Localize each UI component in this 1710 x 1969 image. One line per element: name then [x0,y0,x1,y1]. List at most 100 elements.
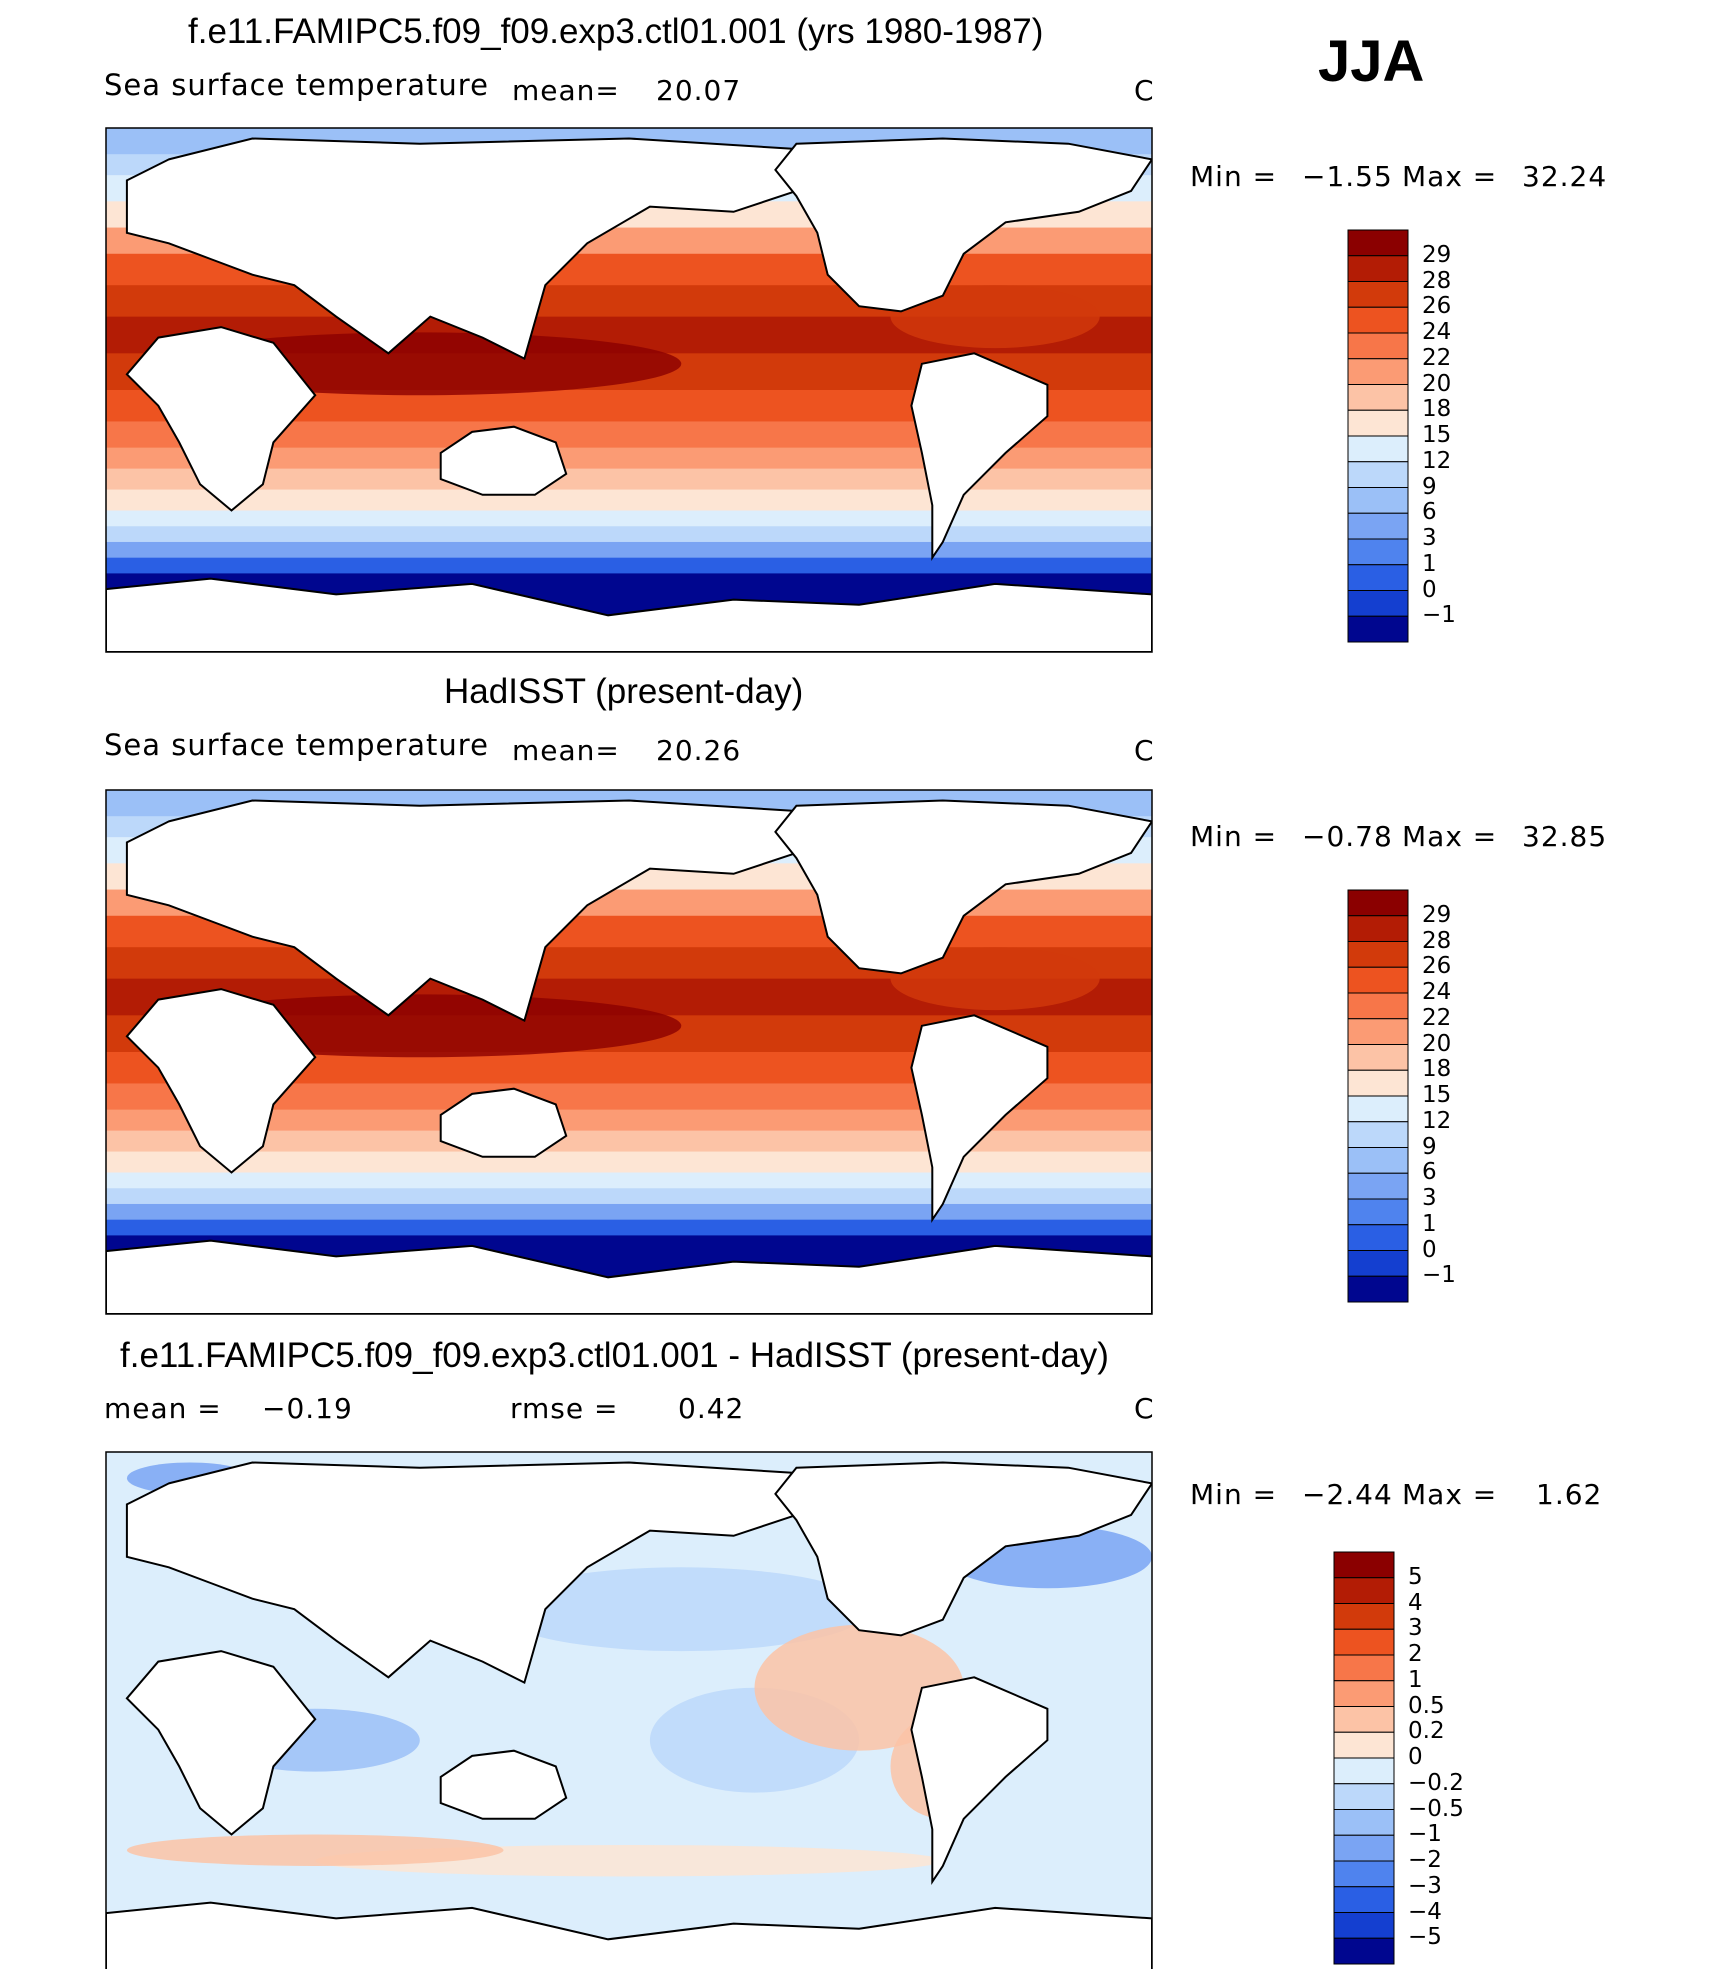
colorbar-tick-label: 3 [1422,1185,1437,1211]
land-africa [125,988,317,1174]
colorbar-swatch [1347,1018,1409,1045]
colorbar-tick-label: 5 [1408,1563,1423,1590]
panel2-max-label: Max = [1402,820,1498,853]
colorbar-swatch [1333,1809,1395,1836]
colorbar-tick-label: 1 [1408,1666,1423,1693]
panel2-mean-label: mean= [512,734,620,767]
colorbar-tick-label: 6 [1422,499,1437,526]
land-antarctica [106,1239,1152,1314]
colorbar-tick-label: 20 [1422,370,1452,397]
colorbar-swatch [1347,1095,1409,1123]
colorbar-swatch [1347,1069,1409,1097]
colorbar-tick-label: 24 [1422,319,1452,345]
colorbar-swatch [1347,1044,1409,1071]
land-australia [439,425,568,496]
colorbar-swatch [1347,409,1409,437]
land-s_america [910,1014,1049,1223]
season-label: JJA [1318,29,1425,94]
colorbar-tick-label: 9 [1422,1133,1437,1160]
colorbar-swatch [1347,590,1409,617]
panel1-mean-value: 20.07 [656,74,742,107]
land-n_america [774,1461,1152,1637]
colorbar-swatch [1347,1250,1409,1277]
map-frame-2 [105,789,1153,1315]
colorbar-swatch [1347,512,1409,540]
colorbar-swatch [1347,1121,1409,1148]
map-frame-3 [105,1451,1153,1969]
colorbar-tick-label: 24 [1422,979,1452,1005]
land-n_america [774,137,1152,313]
panel3-mean-value: −0.19 [262,1392,353,1425]
panel3-min-label: Min = [1190,1478,1278,1511]
land-s_america [910,352,1049,561]
colorbar-tick-label: 0 [1422,1236,1437,1263]
colorbar-swatch [1347,966,1409,994]
colorbar-swatch [1333,1783,1395,1810]
colorbar-swatch [1347,889,1409,917]
colorbar-tick-label: −2 [1408,1847,1442,1873]
panel2-min-label: Min = [1190,820,1278,853]
colorbar-2 [1347,889,1409,1303]
colorbar-swatch [1347,487,1409,514]
colorbar-swatch [1347,915,1409,942]
land-europe_asia [125,137,863,361]
colorbar-swatch [1347,384,1409,411]
panel1-max-value: 32.24 [1522,160,1608,193]
colorbar-tick-label: 1 [1422,1210,1437,1237]
land-australia [439,1749,568,1820]
colorbar-swatch [1347,255,1409,282]
colorbar-tick-label: 3 [1422,525,1437,551]
land-europe_asia [125,799,863,1023]
colorbar-swatch [1333,1654,1395,1682]
panel3-units: C [1134,1392,1155,1425]
colorbar-swatch [1347,358,1409,385]
colorbar-tick-label: 0 [1422,576,1437,603]
colorbar-tick-label: 26 [1422,293,1452,320]
colorbar-swatch [1347,1275,1409,1303]
colorbar-swatch [1347,461,1409,488]
colorbar-tick-label: 28 [1422,267,1452,294]
colorbar-tick-label: 12 [1422,1107,1452,1134]
panel3-rmse-label: rmse = [510,1392,619,1425]
colorbar-swatch [1347,281,1409,308]
colorbar-swatch [1333,1551,1395,1579]
colorbar-swatch [1347,538,1409,566]
panel3-max-label: Max = [1402,1478,1498,1511]
colorbar-swatch [1333,1860,1395,1888]
panel3-mean-label: mean = [104,1392,222,1425]
colorbar-swatch [1333,1680,1395,1707]
colorbar-tick-label: −1 [1422,602,1456,629]
colorbar-tick-label: −0.5 [1408,1795,1464,1822]
colorbar-swatch [1333,1937,1395,1965]
colorbar-swatch [1347,992,1409,1020]
panel3-min-value: −2.44 [1302,1478,1393,1511]
colorbar-swatch [1347,941,1409,968]
colorbar-tick-label: 29 [1422,241,1452,268]
land-antarctica [106,577,1152,652]
colorbar-tick-label: 3 [1408,1615,1423,1642]
panel2-mean-value: 20.26 [656,734,742,767]
colorbar-swatch [1347,435,1409,463]
land-europe_asia [125,1461,863,1685]
colorbar-swatch [1333,1886,1395,1913]
colorbar-tick-label: 22 [1422,344,1452,371]
colorbar-swatch [1347,1172,1409,1200]
sst-field-2 [106,790,1152,1314]
colorbar-tick-label: 0.2 [1408,1718,1445,1745]
colorbar-tick-label: −1 [1422,1262,1456,1289]
colorbar-tick-label: 0 [1408,1744,1423,1770]
panel2-variable: Sea surface temperature [104,728,489,762]
colorbar-swatch [1333,1912,1395,1939]
panel2-units: C [1134,734,1155,767]
colorbar-tick-label: 9 [1422,473,1437,500]
colorbar-swatch [1333,1706,1395,1733]
colorbar-swatch [1347,1198,1409,1226]
map-panel-3 [105,1451,1395,1969]
panel2-max-value: 32.85 [1522,820,1608,853]
sst-field-3 [106,1452,1152,1969]
colorbar-swatch [1333,1757,1395,1785]
colorbar-3 [1333,1551,1395,1965]
colorbar-tick-label: 1 [1422,550,1437,577]
land-s_america [910,1676,1049,1885]
